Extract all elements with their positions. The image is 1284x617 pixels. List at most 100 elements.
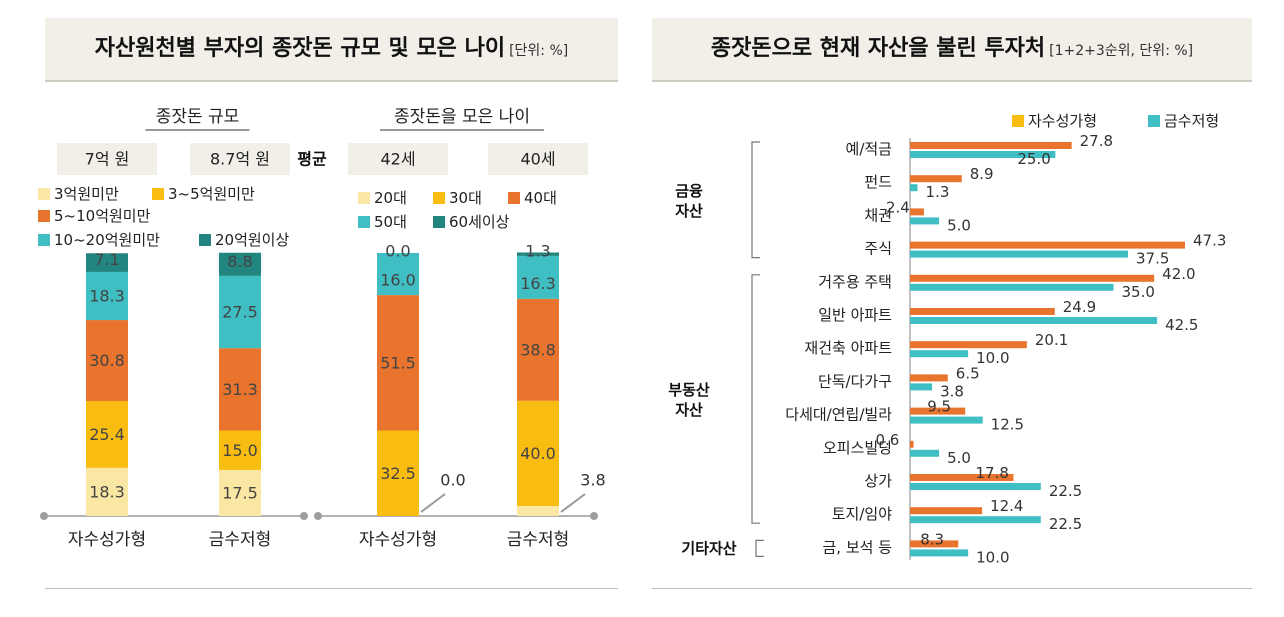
category-label: 상가 <box>864 472 892 490</box>
bar-goldspoon <box>910 416 983 424</box>
right-bottom-rule <box>652 588 1252 589</box>
category-label: 채권 <box>864 206 892 224</box>
category-label: 금수저형 <box>507 530 570 550</box>
bar-selfmade <box>910 407 966 415</box>
legend-swatch <box>508 192 520 204</box>
data-label: 32.5 <box>380 464 416 483</box>
bar-goldspoon <box>910 483 1041 490</box>
group-label: 자산 <box>675 202 703 220</box>
data-label: 51.5 <box>380 353 416 372</box>
legend-label: 20억원이상 <box>215 231 289 249</box>
legend-swatch <box>38 234 50 246</box>
left-panel-title: 자산원천별 부자의 종잣돈 규모 및 모은 나이 [단위: %] <box>45 18 618 80</box>
data-label: 6.5 <box>956 364 980 382</box>
axis-end-dot <box>300 512 308 520</box>
legend-label: 60세이상 <box>449 213 510 231</box>
group-label: 기타자산 <box>681 539 736 557</box>
axis-end-dot <box>314 512 322 520</box>
legend-swatch <box>433 216 445 228</box>
data-label: 3.8 <box>940 382 964 400</box>
stack-segment <box>377 430 419 516</box>
data-label: 27.5 <box>222 303 258 322</box>
average-box <box>348 143 448 175</box>
bar-selfmade <box>910 208 924 216</box>
data-label: 16.0 <box>380 271 416 290</box>
bar-selfmade <box>910 308 1055 315</box>
data-label: 31.3 <box>222 380 258 399</box>
data-label: 22.5 <box>1049 515 1082 533</box>
stack-segment <box>219 348 261 431</box>
average-value: 40세 <box>520 150 555 169</box>
data-label: 17.8 <box>975 464 1008 482</box>
data-label: 22.5 <box>1049 482 1082 500</box>
bar-selfmade <box>910 241 1185 249</box>
legend-swatch <box>1012 115 1024 127</box>
bar-goldspoon <box>910 317 1158 324</box>
category-label: 예/적금 <box>846 140 893 158</box>
data-label: 40.0 <box>520 444 556 463</box>
data-label: 9.5 <box>927 398 951 416</box>
bar-goldspoon <box>910 516 1041 524</box>
bar-selfmade <box>910 341 1027 349</box>
data-label: 35.0 <box>1121 283 1154 301</box>
legend-swatch <box>152 188 164 200</box>
bar-selfmade <box>910 175 962 183</box>
stack-segment <box>517 506 559 516</box>
stack-segment <box>377 253 419 296</box>
bar-goldspoon <box>910 217 940 225</box>
data-label: 1.3 <box>525 242 550 261</box>
data-label: 25.0 <box>1017 150 1050 168</box>
bar-goldspoon <box>910 283 1114 291</box>
stack-segment <box>86 467 128 516</box>
bar-goldspoon <box>910 184 918 192</box>
legend-label: 자수성가형 <box>1028 112 1097 130</box>
data-label: 10.0 <box>976 548 1009 566</box>
stack-segment <box>86 320 128 402</box>
stack-segment <box>517 252 559 256</box>
data-label: 12.5 <box>991 416 1024 434</box>
average-label: 평균 <box>297 150 327 169</box>
stack-segment <box>219 252 261 276</box>
data-label: 18.3 <box>89 482 125 501</box>
legend-swatch <box>1148 115 1160 127</box>
data-label: 42.5 <box>1165 316 1198 334</box>
average-value: 7억 원 <box>85 150 130 169</box>
data-label: 37.5 <box>1136 250 1169 268</box>
group-bracket <box>755 539 764 558</box>
data-label: 0.0 <box>385 242 410 261</box>
data-label: 1.3 <box>926 183 950 201</box>
data-label: 8.8 <box>227 252 252 271</box>
legend-label: 3~5억원미만 <box>168 185 255 203</box>
legend-label: 금수저형 <box>1164 112 1219 130</box>
right-unit-text: [1+2+3순위, 단위: %] <box>1049 43 1194 59</box>
subchart-title-1: 종잣돈을 모은 나이 <box>394 107 530 127</box>
data-label: 15.0 <box>222 441 258 460</box>
category-label: 펀드 <box>864 173 892 191</box>
legend-label: 20대 <box>374 189 407 207</box>
legend-label: 5~10억원미만 <box>54 207 151 225</box>
stack-segment <box>86 253 128 272</box>
category-label: 자수성가형 <box>359 530 437 550</box>
category-label: 금수저형 <box>209 530 272 550</box>
left-bottom-rule <box>45 588 618 589</box>
category-label: 자수성가형 <box>68 530 146 550</box>
data-label: 10.0 <box>976 349 1009 367</box>
average-box <box>190 143 290 175</box>
data-label: 27.8 <box>1080 132 1113 150</box>
legend-label: 3억원미만 <box>54 185 119 203</box>
bar-goldspoon <box>910 383 933 391</box>
legend-label: 40대 <box>524 189 557 207</box>
bar-goldspoon <box>910 449 940 457</box>
data-label: 5.0 <box>947 449 971 467</box>
legend-swatch <box>433 192 445 204</box>
stack-segment <box>517 400 559 507</box>
left-panel-header: 자산원천별 부자의 종잣돈 규모 및 모은 나이 [단위: %] <box>45 18 618 82</box>
legend-label: 10~20억원미만 <box>54 231 160 249</box>
data-label: 42.0 <box>1162 265 1195 283</box>
data-label: 0.6 <box>875 431 899 449</box>
group-bracket <box>751 274 760 524</box>
category-label: 거주용 주택 <box>818 273 892 291</box>
bar-selfmade <box>910 474 1014 481</box>
stack-segment <box>517 255 559 299</box>
